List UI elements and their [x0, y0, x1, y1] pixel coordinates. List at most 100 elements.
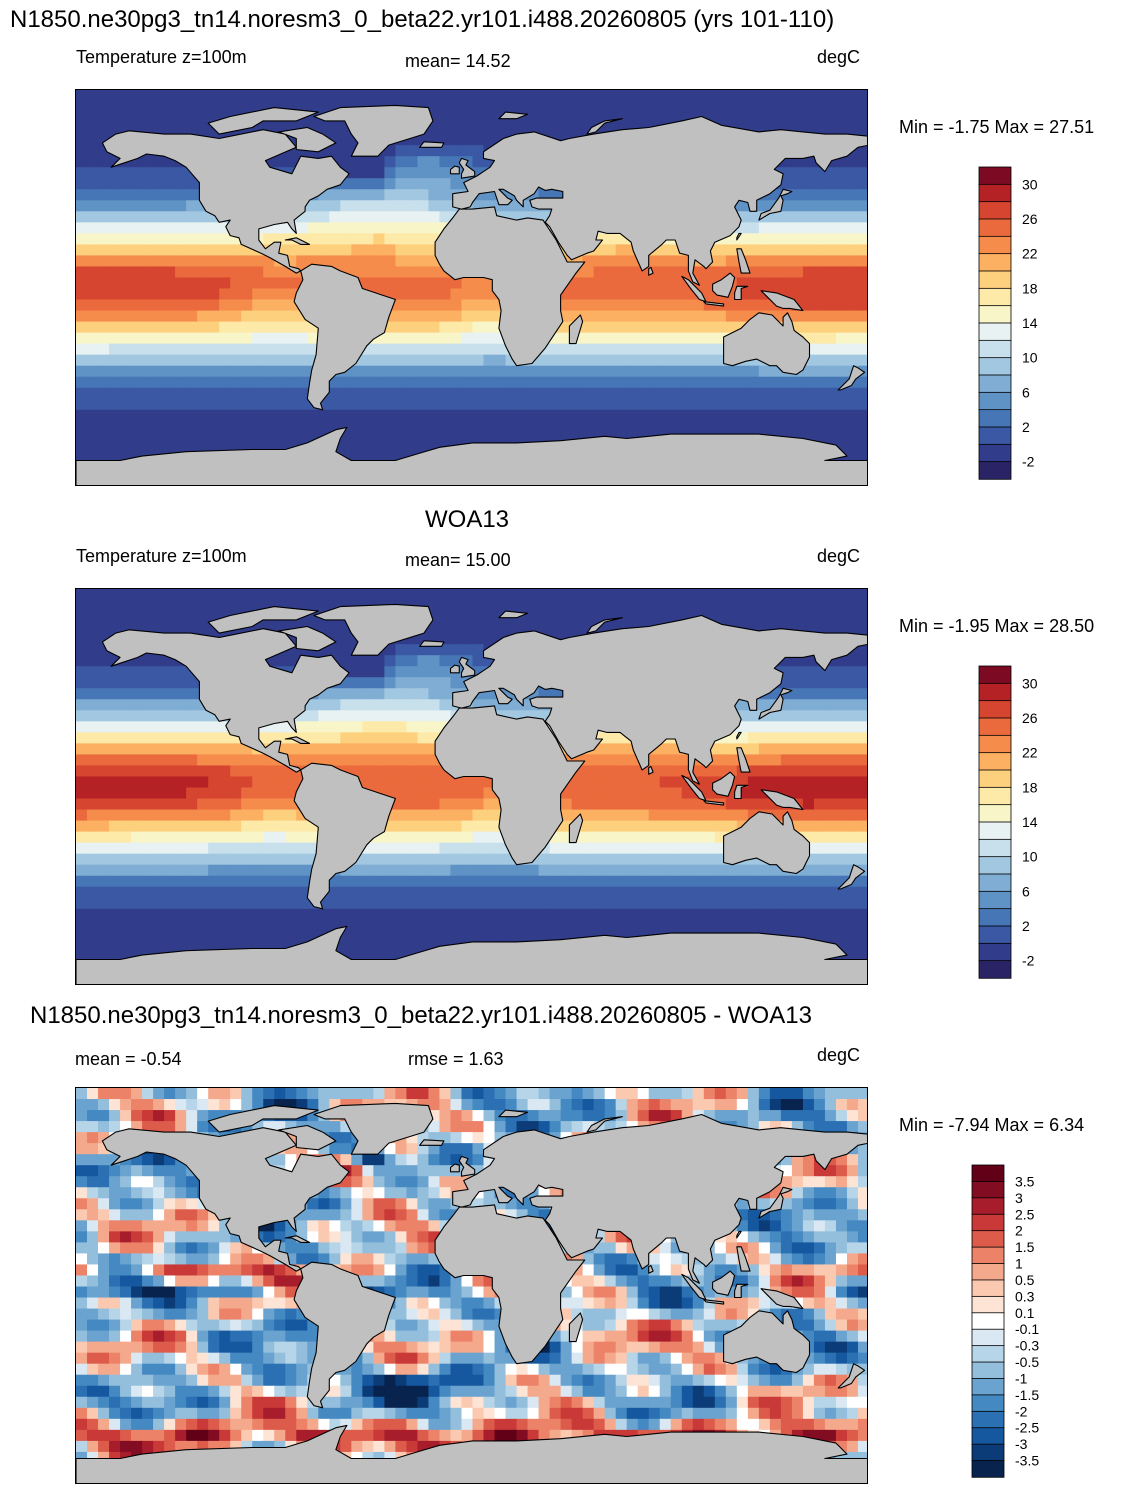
grid-cell [197, 398, 209, 411]
grid-cell [274, 809, 286, 822]
grid-cell [571, 299, 584, 312]
grid-cell [252, 354, 264, 367]
grid-cell [538, 420, 551, 433]
grid-cell [857, 420, 867, 433]
grid-cell [285, 743, 297, 756]
grid-cell [98, 831, 110, 844]
grid-cell [846, 842, 859, 855]
land-philippines [736, 248, 751, 274]
grid-cell [98, 145, 110, 157]
grid-cell [109, 123, 121, 135]
grid-cell [527, 930, 540, 943]
grid-cell [274, 266, 286, 279]
grid-cell [76, 710, 88, 722]
grid-cell [450, 288, 463, 301]
grid-cell [164, 365, 176, 378]
grid-cell [351, 919, 363, 932]
grid-cell [615, 798, 628, 811]
grid-cell [571, 90, 584, 102]
grid-cell [98, 387, 110, 400]
grid-cell [648, 409, 661, 422]
grid-cell [472, 655, 485, 667]
grid-cell [109, 710, 121, 722]
grid-cell [780, 123, 793, 135]
grid-cell [549, 908, 562, 921]
grid-cell [428, 233, 441, 245]
grid-cell [186, 820, 198, 833]
grid-cell [109, 299, 121, 312]
grid-cell [142, 442, 154, 455]
grid-cell [186, 299, 198, 312]
grid-cell [461, 644, 474, 656]
grid-cell [153, 589, 165, 601]
grid-cell [835, 754, 848, 767]
grid-cell [109, 589, 121, 601]
grid-cell [252, 897, 264, 910]
grid-cell [571, 930, 584, 943]
grid-cell [274, 886, 286, 899]
grid-cell [175, 710, 187, 722]
grid-cell [351, 875, 363, 888]
grid-cell [186, 233, 198, 245]
grid-cell [637, 376, 650, 389]
grid-cell [197, 321, 209, 334]
grid-cell [142, 167, 154, 179]
grid-cell [593, 831, 606, 844]
grid-cell [824, 798, 837, 811]
grid-cell [747, 420, 760, 433]
grid-cell [76, 101, 88, 113]
grid-cell [846, 398, 859, 411]
grid-cell [461, 809, 474, 822]
grid-cell [681, 853, 694, 866]
grid-cell [274, 787, 286, 800]
grid-cell [153, 266, 165, 279]
grid-cell [846, 354, 859, 367]
grid-cell [648, 343, 661, 356]
grid-cell [714, 600, 727, 612]
grid-cell [461, 398, 474, 411]
grid-cell [692, 266, 705, 279]
grid-cell [571, 398, 584, 411]
grid-cell [571, 787, 584, 800]
grid-cell [714, 244, 727, 257]
grid-cell [494, 831, 507, 844]
grid-cell [175, 310, 187, 323]
land-madagascar [568, 314, 584, 345]
grid-cell [714, 897, 727, 910]
grid-cell [98, 633, 110, 645]
grid-cell [164, 897, 176, 910]
grid-cell [593, 112, 606, 124]
grid-cell [758, 299, 771, 312]
colorbar-tick-label: 30 [1022, 176, 1038, 192]
grid-cell [263, 431, 275, 444]
grid-cell [813, 820, 826, 833]
grid-cell [802, 365, 815, 378]
grid-cell [153, 123, 165, 135]
grid-cell [593, 365, 606, 378]
grid-cell [87, 123, 99, 135]
grid-cell [351, 409, 363, 422]
grid-cell [164, 266, 176, 279]
grid-cell [527, 398, 540, 411]
grid-cell [758, 266, 771, 279]
grid-cell [351, 189, 363, 201]
grid-cell [274, 600, 286, 612]
grid-cell [494, 908, 507, 921]
grid-cell [802, 611, 815, 623]
grid-cell [648, 365, 661, 378]
grid-cell [637, 864, 650, 877]
grid-cell [549, 112, 562, 124]
grid-cell [142, 710, 154, 722]
grid-cell [670, 310, 683, 323]
grid-cell [615, 732, 628, 744]
grid-cell [340, 134, 352, 146]
grid-cell [428, 666, 441, 678]
grid-cell [208, 398, 220, 411]
grid-cell [560, 853, 573, 866]
grid-cell [153, 743, 165, 756]
grid-cell [813, 919, 826, 932]
grid-cell [428, 688, 441, 700]
grid-cell [813, 255, 826, 268]
grid-cell [725, 420, 738, 433]
grid-cell [197, 222, 209, 234]
